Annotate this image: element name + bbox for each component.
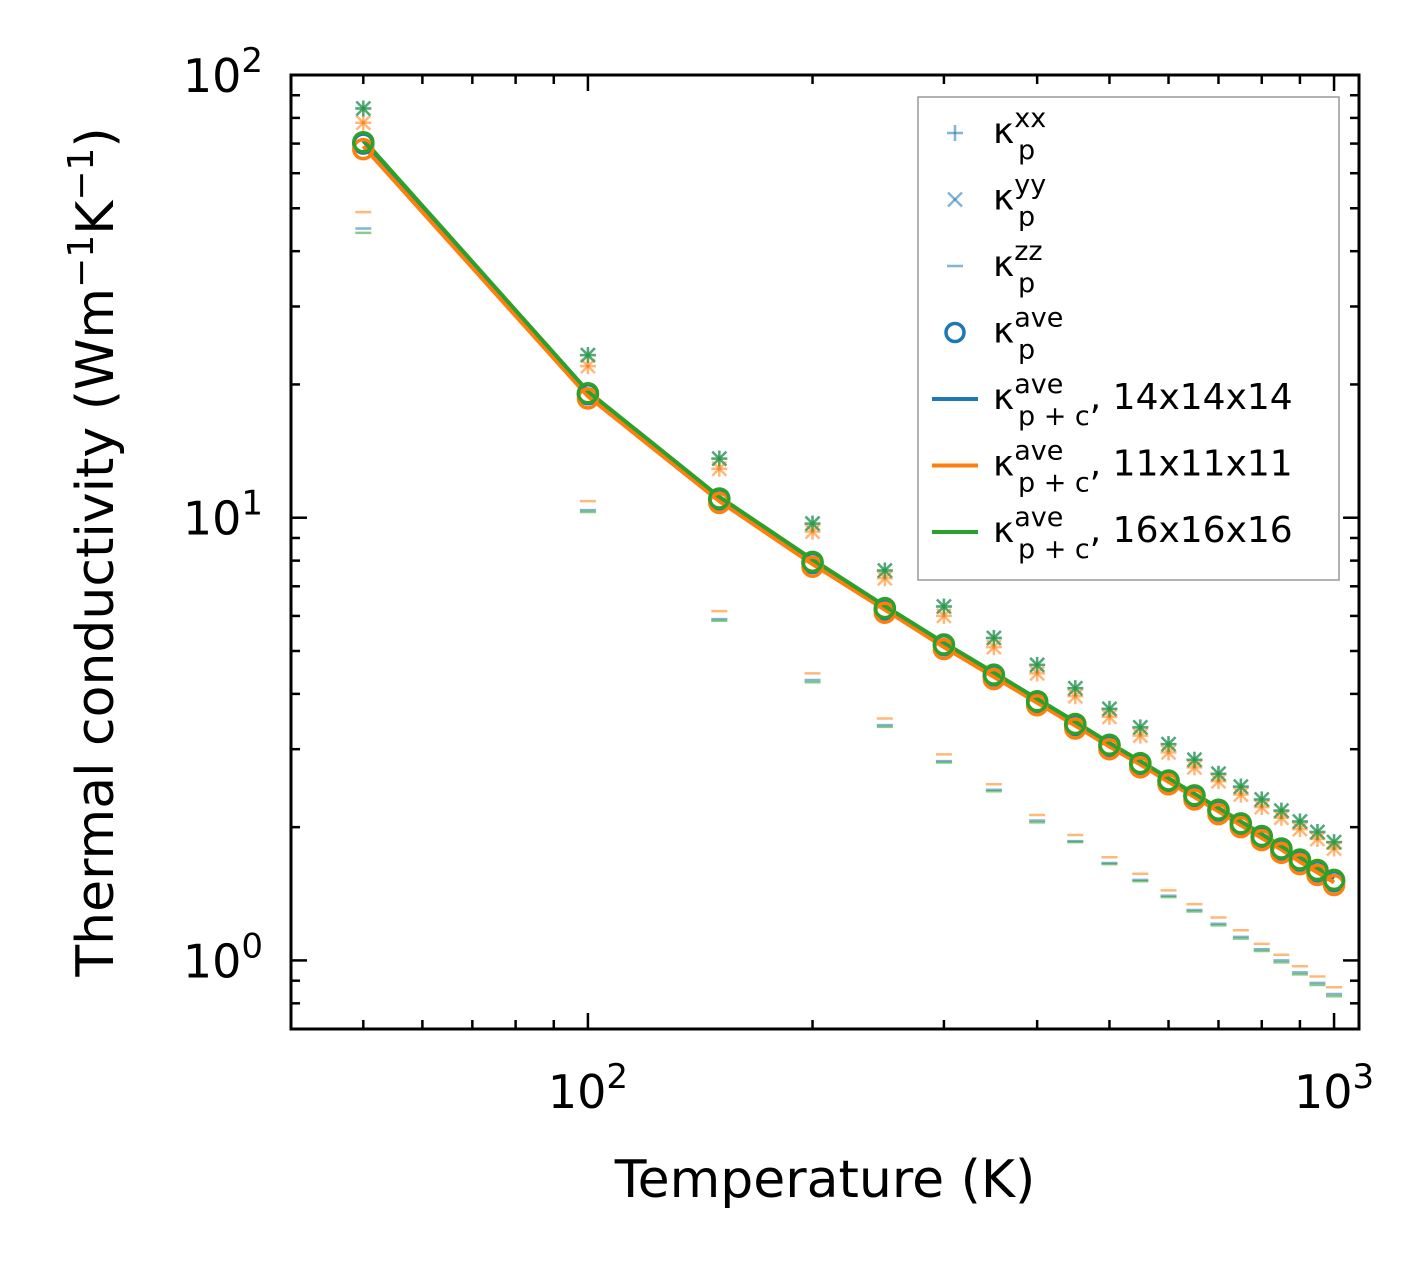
- kave-point-16x16x16-750: [1229, 812, 1253, 835]
- y-tick-label-10: 101: [183, 484, 263, 546]
- kpc-line-11x11x11: [361, 145, 1336, 885]
- kave-point-16x16x16-850: [1270, 837, 1293, 860]
- kave-point-16x16x16-350: [982, 663, 1006, 686]
- legend-entry-0: κxx p: [947, 103, 1046, 166]
- legend-entry-6: κave p + c, 16x16x16: [932, 502, 1293, 565]
- kave-markers-16x16x16: [352, 130, 1346, 892]
- kpc-line-group-11x11x11: [361, 145, 1336, 885]
- kave-point-16x16x16-300: [932, 633, 956, 656]
- kyy-point-16x16x16-700-b: [1210, 765, 1227, 782]
- x-axis-title: Temperature (K): [614, 1150, 1036, 1210]
- legend-entry-6-label: κave p + c, 16x16x16: [993, 502, 1293, 565]
- legend-entry-3: κave p: [944, 303, 1063, 366]
- kyy-point-11x11x11-50-b: [355, 114, 372, 131]
- kyy-point-16x16x16-100-b: [580, 347, 596, 363]
- kyy-point-16x16x16-750-b: [1232, 778, 1249, 795]
- kave-point-16x16x16-700: [1207, 798, 1230, 821]
- kave-point-16x16x16-1000: [1322, 868, 1346, 892]
- x-tick-label-1000: 103: [1294, 1057, 1374, 1119]
- kyy-point-16x16x16-550-b: [1132, 719, 1149, 736]
- kyy-point-16x16x16-400-b: [1029, 657, 1046, 673]
- axes: 102 103 100 101 102: [183, 41, 1374, 1119]
- y-tick-label-100: 102: [183, 41, 263, 103]
- kyy-point-16x16x16-300-b: [936, 598, 952, 615]
- legend-entry-5-label: κave p + c, 11x11x11: [993, 436, 1293, 499]
- kyy-point-16x16x16-350-b: [985, 630, 1002, 646]
- legend-entry-2-label: κzz p: [993, 236, 1043, 299]
- kyy-point-16x16x16-900-b: [1292, 813, 1308, 830]
- legend-entry-5: κave p + c, 11x11x11: [932, 436, 1293, 499]
- kyy-point-16x16x16-1000-b: [1326, 834, 1342, 851]
- kave-point-16x16x16-150: [708, 487, 731, 510]
- kyy-point-16x16x16-150-b: [711, 450, 728, 467]
- kave-point-16x16x16-600: [1157, 769, 1180, 792]
- kyy-point-16x16x16-200-b: [804, 515, 821, 532]
- legend-entry-1-marker-b: [947, 191, 963, 208]
- legend-entry-4: κave p + c, 14x14x14: [932, 369, 1293, 432]
- kave-point-16x16x16-250: [873, 596, 897, 620]
- kave-point-16x16x16-400: [1025, 689, 1049, 713]
- kyy-point-16x16x16-50-b: [355, 100, 372, 117]
- kyy-point-16x16x16-600-b: [1160, 736, 1177, 753]
- y-axis-title: Thermal conductivity (Wm−1K−1): [61, 127, 126, 977]
- legend-entry-3-marker: [944, 321, 966, 344]
- kyy-point-16x16x16-850-b: [1273, 802, 1290, 819]
- kave-point-16x16x16-450: [1064, 712, 1087, 736]
- kave-point-16x16x16-50: [352, 130, 375, 154]
- kyy-point-16x16x16-950-b: [1309, 824, 1326, 840]
- kyy-point-16x16x16-650-b: [1186, 751, 1203, 768]
- plot-area: [352, 100, 1346, 998]
- legend-entry-4-label: κave p + c, 14x14x14: [993, 369, 1293, 432]
- kave-point-16x16x16-200: [801, 550, 824, 574]
- kave-point-16x16x16-500: [1098, 733, 1121, 757]
- kyy-point-16x16x16-500-b: [1101, 700, 1118, 717]
- kave-point-16x16x16-550: [1129, 751, 1152, 775]
- kave-point-16x16x16-650: [1183, 784, 1206, 807]
- series-16x16x16: [355, 100, 1343, 998]
- kave-point-16x16x16-950: [1306, 858, 1329, 882]
- kave-point-16x16x16-900: [1288, 848, 1312, 871]
- legend-entry-3-label: κave p: [993, 303, 1063, 366]
- kave-point-11x11x11-50: [352, 137, 375, 161]
- legend-entry-2: κzz p: [947, 236, 1043, 299]
- kyy-point-16x16x16-450-b: [1067, 680, 1084, 697]
- legend-box: [917, 96, 1340, 581]
- kave-point-16x16x16-100: [576, 382, 600, 405]
- kave-point-16x16x16-800: [1250, 824, 1274, 848]
- y-tick-label-1: 100: [183, 926, 263, 988]
- legend-entry-1: κyy p: [947, 170, 1046, 233]
- kyy-point-16x16x16-250-b: [876, 562, 893, 579]
- legend-entry-1-label: κyy p: [993, 170, 1046, 233]
- legend-entry-0-label: κxx p: [993, 103, 1046, 166]
- kyy-point-16x16x16-800-b: [1253, 791, 1270, 808]
- x-tick-label-100: 102: [548, 1057, 628, 1119]
- plot-frame: [289, 73, 1361, 1031]
